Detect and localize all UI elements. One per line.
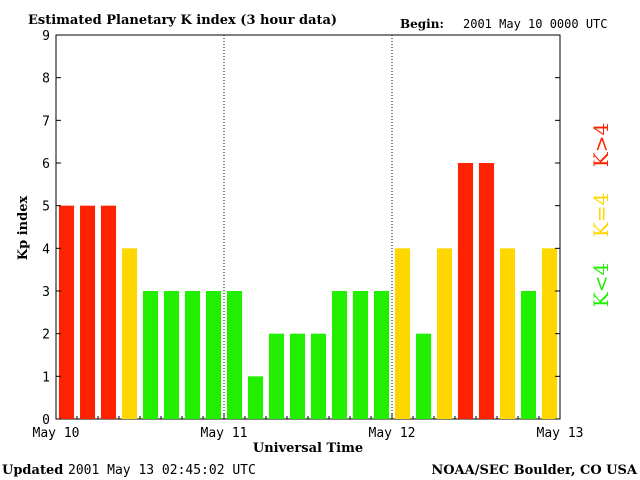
chart-title: Estimated Planetary K index (3 hour data… — [28, 13, 337, 28]
bar-6 — [184, 291, 201, 419]
y-tick-label-1: 1 — [42, 370, 50, 385]
y-tick-label-9: 9 — [42, 29, 50, 44]
bar-22 — [520, 291, 537, 419]
begin-label: Begin: — [400, 17, 444, 31]
bar-14 — [352, 291, 369, 419]
legend: K<4 K=4 K>4 — [589, 123, 613, 307]
y-tick-label-4: 4 — [42, 242, 50, 257]
bar-10 — [268, 333, 285, 419]
bar-18 — [436, 248, 453, 419]
begin-value: 2001 May 10 0000 UTC — [463, 17, 608, 31]
source-credit: NOAA/SEC Boulder, CO USA — [431, 463, 638, 478]
y-tick-label-0: 0 — [42, 413, 50, 428]
x-axis: May 10 May 11 May 12 May 13 — [33, 413, 584, 441]
bar-19 — [457, 163, 474, 419]
bar-8 — [226, 291, 243, 419]
bar-11 — [289, 333, 306, 419]
x-tick-label-2: May 12 — [369, 426, 416, 441]
y-tick-label-7: 7 — [42, 114, 50, 129]
x-tick-label-0: May 10 — [33, 426, 80, 441]
x-axis-label: Universal Time — [253, 441, 363, 456]
y-axis: 0 1 2 3 4 5 6 7 8 9 — [42, 29, 560, 428]
bar-13 — [331, 291, 348, 419]
bar-5 — [163, 291, 180, 419]
bar-2 — [100, 205, 117, 419]
legend-item-1: K=4 — [589, 193, 613, 237]
bar-16 — [394, 248, 411, 419]
bar-1 — [79, 205, 96, 419]
updated-value: 2001 May 13 02:45:02 UTC — [68, 463, 256, 478]
bar-4 — [142, 291, 159, 419]
legend-item-2: K>4 — [589, 123, 613, 167]
bar-17 — [415, 333, 432, 419]
day-separators — [223, 35, 393, 419]
bar-21 — [499, 248, 516, 419]
bar-3 — [121, 248, 138, 419]
bar-15 — [373, 291, 390, 419]
updated-label: Updated — [2, 463, 63, 478]
bar-0 — [58, 205, 75, 419]
y-tick-label-2: 2 — [42, 328, 50, 343]
y-axis-label: Kp index — [16, 196, 31, 261]
y-tick-label-8: 8 — [42, 72, 50, 87]
bar-9 — [247, 376, 264, 419]
y-tick-label-6: 6 — [42, 157, 50, 172]
x-tick-label-1: May 11 — [201, 426, 248, 441]
y-tick-label-5: 5 — [42, 200, 50, 215]
bar-23 — [541, 248, 558, 419]
bar-12 — [310, 333, 327, 419]
legend-item-0: K<4 — [589, 263, 613, 307]
bars — [58, 163, 558, 419]
x-tick-label-3: May 13 — [537, 426, 584, 441]
y-tick-label-3: 3 — [42, 285, 50, 300]
bar-7 — [205, 291, 222, 419]
bar-20 — [478, 163, 495, 419]
